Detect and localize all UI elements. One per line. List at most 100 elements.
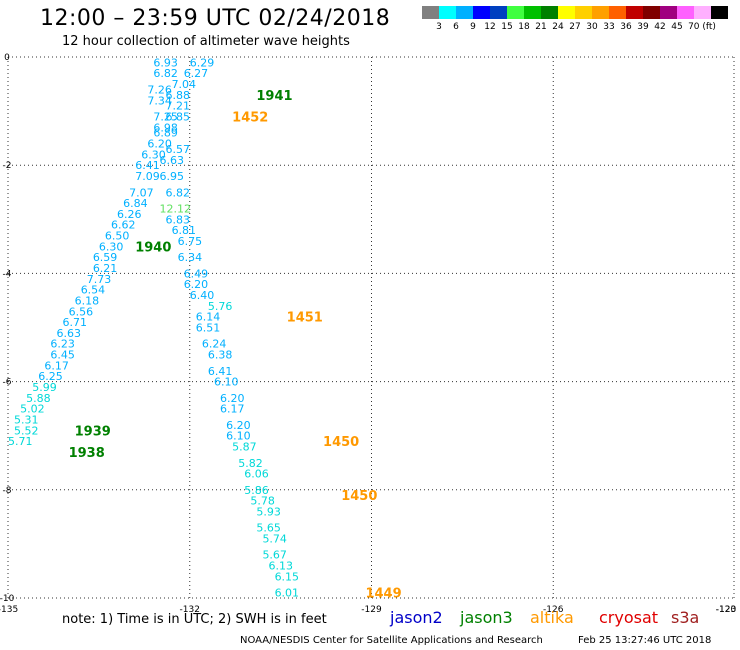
color-swatch xyxy=(677,6,694,19)
y-tick-label: -8 xyxy=(3,486,12,496)
wave-height-value: 6.83 xyxy=(166,213,191,226)
wave-height-value: 6.21 xyxy=(93,262,118,275)
wave-height-value: 6.63 xyxy=(159,154,184,167)
chart-subtitle: 12 hour collection of altimeter wave hei… xyxy=(62,34,350,49)
color-swatch xyxy=(592,6,609,19)
x-tick-label: -126 xyxy=(543,605,564,615)
wave-height-value: 7.34 xyxy=(147,94,172,107)
pass-time-label: 1450 xyxy=(323,435,359,450)
wave-height-value: 5.52 xyxy=(14,424,39,437)
wave-height-value: 6.56 xyxy=(69,305,94,318)
color-scale-tick-label: 39 xyxy=(637,22,649,32)
color-swatch xyxy=(541,6,558,19)
color-scale-tick-label: 70 (ft) xyxy=(688,22,716,32)
wave-height-value: 6.49 xyxy=(184,267,209,280)
color-swatch xyxy=(558,6,575,19)
pass-time-label: 1941 xyxy=(256,89,292,104)
wave-height-value: 7.26 xyxy=(147,83,172,96)
color-scale-labels: 3 6 9 12 15 18 21 24 27 30 33 36 39 42 45 70 (ft) xyxy=(422,22,740,34)
legend-altika: altika xyxy=(530,608,574,627)
y-tick-label: 0 xyxy=(4,53,10,63)
color-swatch xyxy=(660,6,677,19)
pass-time-label: 1940 xyxy=(135,240,171,255)
wave-height-value: 6.29 xyxy=(190,56,215,69)
color-scale-tick-label: 36 xyxy=(620,22,632,32)
wave-height-value: 6.88 xyxy=(166,89,191,102)
wave-height-value: 6.30 xyxy=(141,148,166,161)
color-swatch xyxy=(524,6,541,19)
wave-height-value: 6.20 xyxy=(220,392,245,405)
wave-height-value: 12.12 xyxy=(159,202,191,215)
pass-time-label: 1450 xyxy=(341,489,377,504)
color-swatch xyxy=(422,6,439,19)
pass-time-label: 1939 xyxy=(75,424,111,439)
wave-height-value: 5.74 xyxy=(262,532,287,545)
x-tick-label: -129 xyxy=(361,605,382,615)
wave-height-value: 6.14 xyxy=(196,311,221,324)
color-swatch xyxy=(711,6,728,19)
color-swatch xyxy=(694,6,711,19)
wave-height-value: 7.21 xyxy=(166,100,191,113)
x-tick-label: -120 xyxy=(716,605,737,615)
wave-height-value: 6.75 xyxy=(178,235,203,248)
wave-height-value: 5.76 xyxy=(208,300,233,313)
color-swatch xyxy=(473,6,490,19)
wave-height-value: 6.20 xyxy=(226,419,251,432)
wave-height-value: 6.41 xyxy=(135,159,160,172)
wave-height-value: 6.98 xyxy=(153,121,178,134)
footer-note: note: 1) Time is in UTC; 2) SWH is in fe… xyxy=(62,612,327,627)
wave-height-value: 6.81 xyxy=(172,224,197,237)
y-tick-label: -2 xyxy=(3,161,12,171)
wave-height-value: 5.31 xyxy=(14,413,39,426)
color-swatch xyxy=(575,6,592,19)
wave-height-value: 6.71 xyxy=(63,316,88,329)
wave-height-value: 5.87 xyxy=(232,441,256,454)
color-swatch xyxy=(490,6,507,19)
wave-height-value: 5.02 xyxy=(20,403,45,416)
x-tick-label: -132 xyxy=(180,605,200,615)
wave-height-value: 5.71 xyxy=(8,435,33,448)
x-tick-label: -123 xyxy=(716,605,736,615)
wave-height-value: 5.86 xyxy=(244,484,269,497)
wave-height-value: 6.27 xyxy=(184,67,209,80)
wave-height-value: 6.95 xyxy=(159,170,184,183)
wave-height-value: 7.25 xyxy=(153,111,178,124)
wave-height-value: 6.25 xyxy=(38,370,63,383)
generated-timestamp: Feb 25 13:27:46 UTC 2018 xyxy=(578,635,712,646)
color-swatch xyxy=(439,6,456,19)
wave-height-value: 6.85 xyxy=(166,111,191,124)
wave-height-value: 7.04 xyxy=(172,78,197,91)
wave-height-value: 6.20 xyxy=(147,138,172,151)
wave-height-value: 6.01 xyxy=(275,587,300,600)
wave-height-value: 5.65 xyxy=(256,522,281,535)
x-tick-label: -135 xyxy=(0,605,18,615)
wave-height-value: 5.82 xyxy=(238,457,263,470)
color-scale-tick-label: 30 xyxy=(586,22,598,32)
color-scale-bar xyxy=(422,6,728,19)
wave-height-value: 6.82 xyxy=(153,67,178,80)
color-scale-tick-label: 12 xyxy=(484,22,496,32)
wave-height-value: 6.10 xyxy=(226,430,251,443)
pass-time-label: 1452 xyxy=(232,111,268,126)
wave-height-value: 6.20 xyxy=(184,278,209,291)
wave-height-value: 6.54 xyxy=(81,284,106,297)
wave-height-value: 6.57 xyxy=(166,143,191,156)
wave-height-value: 6.63 xyxy=(56,327,81,340)
color-swatch xyxy=(507,6,524,19)
wave-height-value: 6.50 xyxy=(105,230,130,243)
pass-time-label: 1451 xyxy=(287,311,323,326)
pass-time-label: 1938 xyxy=(69,446,105,461)
legend-s3a: s3a xyxy=(671,608,700,627)
wave-height-value: 6.23 xyxy=(50,338,75,351)
wave-height-value: 6.41 xyxy=(208,365,233,378)
y-tick-label: -4 xyxy=(3,269,12,279)
wave-height-value: 6.10 xyxy=(214,376,239,389)
color-swatch xyxy=(609,6,626,19)
wave-height-value: 7.73 xyxy=(87,273,112,286)
color-scale-tick-label: 6 xyxy=(453,22,459,32)
color-scale-tick-label: 27 xyxy=(569,22,581,32)
wave-height-value: 6.15 xyxy=(275,570,300,583)
wave-height-value: 5.67 xyxy=(262,549,287,562)
wave-height-value: 6.18 xyxy=(75,294,100,307)
